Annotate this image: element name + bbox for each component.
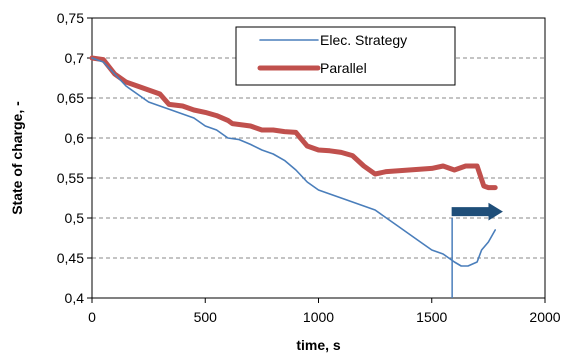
- y-tick-label: 0,75: [57, 10, 84, 26]
- y-tick-label: 0,5: [65, 210, 85, 226]
- series-layer: [89, 55, 498, 267]
- x-tick-label: 0: [88, 309, 96, 325]
- legend-box: [235, 26, 456, 86]
- series-line-parallel: [89, 55, 498, 191]
- y-tick-label: 0,45: [57, 250, 84, 266]
- x-axis-title: time, s: [296, 337, 341, 353]
- y-axis-ticks: 0,4 0,45 0,5 0,55 0,6 0,65 0,7 0,75: [57, 10, 92, 306]
- gridlines: [92, 57, 545, 259]
- y-tick-label: 0,65: [57, 90, 84, 106]
- x-axis-ticks: 0 500 1000 1500 2000: [88, 298, 561, 325]
- y-axis-title: State of charge, -: [9, 101, 25, 215]
- y-tick-label: 0,7: [65, 50, 85, 66]
- x-tick-label: 500: [194, 309, 218, 325]
- x-tick-label: 2000: [529, 309, 560, 325]
- legend-label-elec-strategy: Elec. Strategy: [320, 32, 407, 48]
- y-tick-label: 0,6: [65, 130, 85, 146]
- annotation-arrow: [451, 202, 503, 221]
- x-tick-label: 1000: [303, 309, 334, 325]
- y-tick-label: 0,55: [57, 170, 84, 186]
- series-line-elec-strategy: [91, 57, 497, 267]
- legend: Elec. Strategy Parallel: [235, 26, 456, 86]
- legend-label-parallel: Parallel: [320, 60, 367, 76]
- x-tick-label: 1500: [416, 309, 447, 325]
- annotation-layer: [451, 202, 503, 298]
- y-tick-label: 0,4: [65, 290, 85, 306]
